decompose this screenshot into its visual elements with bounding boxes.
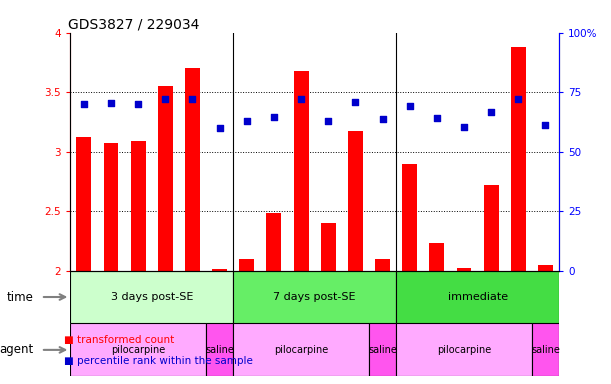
Bar bbox=[158, 86, 173, 271]
Bar bbox=[233, 323, 369, 376]
Bar bbox=[185, 68, 200, 271]
Point bbox=[351, 99, 360, 105]
Bar bbox=[70, 323, 206, 376]
Bar bbox=[206, 323, 233, 376]
Text: pilocarpine: pilocarpine bbox=[437, 345, 491, 355]
Point bbox=[296, 96, 306, 102]
Text: time: time bbox=[7, 291, 34, 303]
Point bbox=[513, 96, 523, 102]
Point bbox=[161, 96, 170, 102]
Point bbox=[79, 101, 89, 107]
Bar bbox=[511, 47, 526, 271]
Bar bbox=[396, 271, 559, 323]
Bar bbox=[538, 265, 553, 271]
Bar bbox=[103, 143, 119, 271]
Text: saline: saline bbox=[205, 345, 234, 355]
Text: saline: saline bbox=[368, 345, 397, 355]
Point bbox=[133, 101, 143, 107]
Point bbox=[242, 118, 252, 124]
Bar bbox=[294, 71, 309, 271]
Text: GDS3827 / 229034: GDS3827 / 229034 bbox=[68, 18, 199, 31]
Bar bbox=[266, 214, 282, 271]
Bar bbox=[321, 223, 335, 271]
Point bbox=[188, 96, 197, 102]
Bar bbox=[484, 185, 499, 271]
Bar bbox=[396, 323, 532, 376]
Point bbox=[459, 124, 469, 130]
Text: pilocarpine: pilocarpine bbox=[274, 345, 328, 355]
Text: saline: saline bbox=[531, 345, 560, 355]
Bar bbox=[532, 323, 559, 376]
Bar bbox=[456, 268, 472, 271]
Text: 7 days post-SE: 7 days post-SE bbox=[273, 292, 356, 302]
Bar bbox=[212, 270, 227, 271]
Bar bbox=[375, 259, 390, 271]
Bar bbox=[369, 323, 396, 376]
Point bbox=[214, 125, 224, 131]
Point bbox=[432, 115, 442, 121]
Bar bbox=[131, 141, 145, 271]
Point bbox=[323, 118, 333, 124]
Point bbox=[405, 103, 415, 109]
Text: ■ percentile rank within the sample: ■ percentile rank within the sample bbox=[64, 356, 253, 366]
Point bbox=[486, 109, 496, 116]
Bar bbox=[430, 243, 444, 271]
Point bbox=[541, 122, 551, 129]
Bar bbox=[70, 271, 233, 323]
Text: ■ transformed count: ■ transformed count bbox=[64, 335, 174, 345]
Point bbox=[378, 116, 387, 122]
Bar bbox=[76, 137, 91, 271]
Bar bbox=[402, 164, 417, 271]
Point bbox=[106, 100, 116, 106]
Text: agent: agent bbox=[0, 343, 34, 356]
Bar bbox=[348, 131, 363, 271]
Text: 3 days post-SE: 3 days post-SE bbox=[111, 292, 193, 302]
Text: immediate: immediate bbox=[447, 292, 508, 302]
Bar bbox=[233, 271, 396, 323]
Bar bbox=[240, 259, 254, 271]
Text: pilocarpine: pilocarpine bbox=[111, 345, 166, 355]
Point bbox=[269, 114, 279, 120]
